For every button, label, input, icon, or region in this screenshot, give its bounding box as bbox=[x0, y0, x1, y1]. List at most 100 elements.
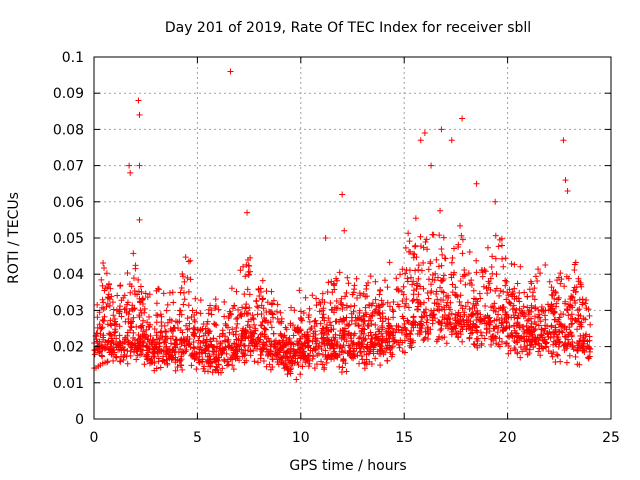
data-point bbox=[521, 289, 528, 296]
data-point bbox=[336, 332, 343, 339]
data-point bbox=[441, 306, 448, 313]
data-point bbox=[139, 297, 146, 304]
data-point bbox=[565, 331, 572, 338]
data-point bbox=[297, 308, 304, 315]
data-point bbox=[508, 291, 515, 298]
data-point bbox=[509, 332, 516, 339]
data-point bbox=[572, 259, 579, 266]
data-point bbox=[319, 290, 326, 297]
data-point bbox=[260, 357, 267, 364]
data-point bbox=[449, 281, 456, 288]
data-point bbox=[144, 319, 151, 326]
data-point bbox=[191, 317, 198, 324]
data-point bbox=[386, 322, 393, 329]
data-point bbox=[326, 336, 333, 343]
data-point bbox=[279, 354, 286, 361]
data-point bbox=[332, 318, 339, 325]
data-point bbox=[469, 311, 476, 318]
data-point bbox=[357, 292, 364, 299]
data-point bbox=[202, 330, 209, 337]
data-point bbox=[521, 328, 528, 335]
data-point bbox=[356, 307, 363, 314]
data-point bbox=[215, 354, 222, 361]
data-point bbox=[358, 338, 365, 345]
data-point bbox=[387, 349, 394, 356]
data-point bbox=[572, 353, 579, 360]
data-point bbox=[509, 288, 516, 295]
data-point bbox=[448, 310, 455, 317]
data-point bbox=[417, 137, 424, 144]
data-point bbox=[459, 316, 466, 323]
data-point bbox=[502, 340, 509, 347]
data-point bbox=[309, 347, 316, 354]
data-point bbox=[99, 317, 106, 324]
data-point bbox=[269, 311, 276, 318]
data-point bbox=[436, 232, 443, 239]
data-point bbox=[268, 351, 275, 358]
data-point bbox=[329, 289, 336, 296]
data-point bbox=[346, 330, 353, 337]
data-point bbox=[295, 352, 302, 359]
data-point bbox=[503, 312, 510, 319]
data-point bbox=[166, 346, 173, 353]
data-point bbox=[122, 305, 129, 312]
data-point bbox=[438, 262, 445, 269]
data-point bbox=[212, 296, 219, 303]
data-point bbox=[459, 305, 466, 312]
y-tick-label: 0 bbox=[75, 412, 84, 428]
data-point bbox=[217, 339, 224, 346]
data-point bbox=[209, 369, 216, 376]
data-point bbox=[99, 282, 106, 289]
data-point bbox=[396, 344, 403, 351]
data-point bbox=[225, 336, 232, 343]
data-point bbox=[415, 262, 422, 269]
data-point bbox=[492, 308, 499, 315]
data-point bbox=[451, 323, 458, 330]
data-point bbox=[389, 325, 396, 332]
data-point bbox=[451, 269, 458, 276]
data-point bbox=[134, 352, 141, 359]
data-point bbox=[496, 343, 503, 350]
data-point bbox=[425, 295, 432, 302]
data-point bbox=[583, 296, 590, 303]
x-tick-labels: 0 5 10 15 20 25 bbox=[90, 430, 620, 446]
data-point bbox=[403, 266, 410, 273]
data-point bbox=[185, 302, 192, 309]
data-point bbox=[297, 314, 304, 321]
data-point bbox=[267, 338, 274, 345]
data-point bbox=[240, 263, 247, 270]
data-point bbox=[153, 287, 160, 294]
data-point bbox=[106, 346, 113, 353]
data-point bbox=[357, 316, 364, 323]
data-point bbox=[377, 347, 384, 354]
data-point bbox=[425, 330, 432, 337]
data-point bbox=[181, 296, 188, 303]
data-point bbox=[562, 339, 569, 346]
data-point bbox=[488, 264, 495, 271]
data-point bbox=[557, 280, 564, 287]
data-point bbox=[409, 298, 416, 305]
data-point bbox=[547, 306, 554, 313]
data-point bbox=[536, 314, 543, 321]
data-point bbox=[390, 334, 397, 341]
data-point bbox=[247, 337, 254, 344]
data-point bbox=[336, 269, 343, 276]
data-point bbox=[187, 276, 194, 283]
data-point bbox=[499, 255, 506, 262]
data-point bbox=[448, 259, 455, 266]
data-point bbox=[340, 317, 347, 324]
data-point bbox=[408, 327, 415, 334]
data-point bbox=[210, 351, 217, 358]
data-point bbox=[522, 313, 529, 320]
data-point bbox=[313, 295, 320, 302]
data-point bbox=[132, 265, 139, 272]
data-point bbox=[484, 244, 491, 251]
data-point bbox=[340, 342, 347, 349]
data-point bbox=[320, 311, 327, 318]
data-point bbox=[213, 338, 220, 345]
data-point bbox=[554, 352, 561, 359]
data-point bbox=[246, 323, 253, 330]
data-point bbox=[222, 320, 229, 327]
data-point bbox=[328, 356, 335, 363]
data-point bbox=[577, 332, 584, 339]
